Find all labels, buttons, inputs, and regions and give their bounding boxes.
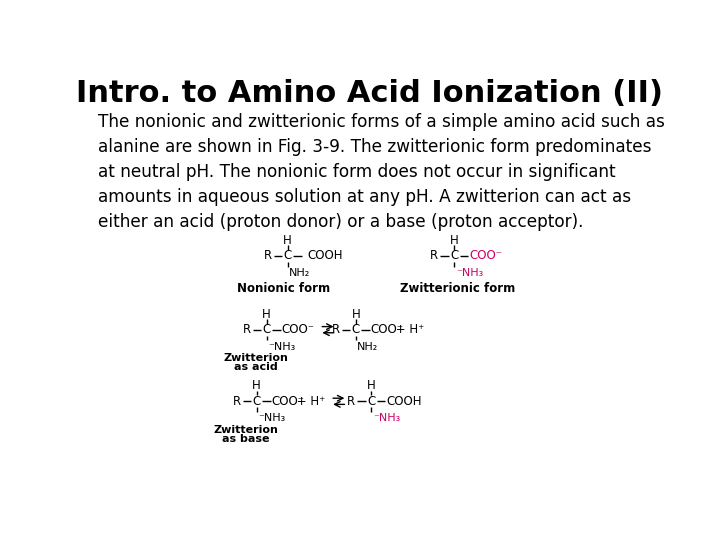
Text: NH₂: NH₂ <box>289 268 310 278</box>
Text: NH₂: NH₂ <box>357 342 379 352</box>
Text: C: C <box>263 323 271 336</box>
Text: as base: as base <box>222 434 269 444</box>
Text: as acid: as acid <box>234 362 278 373</box>
Text: H: H <box>283 234 292 247</box>
Text: C: C <box>367 395 375 408</box>
Text: ⁻NH₃: ⁻NH₃ <box>373 413 400 423</box>
Text: H: H <box>367 380 376 393</box>
Text: R: R <box>332 323 340 336</box>
Text: ⁻NH₃: ⁻NH₃ <box>456 268 483 278</box>
Text: Zwitterionic form: Zwitterionic form <box>400 281 516 295</box>
Text: H: H <box>450 234 459 247</box>
Text: H: H <box>252 380 261 393</box>
Text: C: C <box>351 323 360 336</box>
Text: C: C <box>253 395 261 408</box>
Text: COOH: COOH <box>307 249 343 262</box>
Text: COO⁻: COO⁻ <box>282 323 315 336</box>
Text: R: R <box>243 323 251 336</box>
Text: COOH: COOH <box>386 395 421 408</box>
Text: ⁻NH₃: ⁻NH₃ <box>258 413 285 423</box>
Text: COO⁻: COO⁻ <box>371 323 403 336</box>
Text: H: H <box>262 308 271 321</box>
Text: The nonionic and zwitterionic forms of a simple amino acid such as
alanine are s: The nonionic and zwitterionic forms of a… <box>98 112 665 231</box>
Text: + H⁺: + H⁺ <box>392 323 425 336</box>
Text: Intro. to Amino Acid Ionization (II): Intro. to Amino Acid Ionization (II) <box>76 79 662 107</box>
Text: COO⁻: COO⁻ <box>469 249 502 262</box>
Text: R: R <box>347 395 355 408</box>
Text: R: R <box>430 249 438 262</box>
Text: R: R <box>264 249 271 262</box>
Text: Zwitterion: Zwitterion <box>223 353 288 363</box>
Text: R: R <box>233 395 240 408</box>
Text: ⁻NH₃: ⁻NH₃ <box>269 342 295 352</box>
Text: COO⁻: COO⁻ <box>271 395 305 408</box>
Text: Zwitterion: Zwitterion <box>213 425 278 435</box>
Text: H: H <box>351 308 360 321</box>
Text: C: C <box>450 249 459 262</box>
Text: + H⁺: + H⁺ <box>293 395 325 408</box>
Text: Nonionic form: Nonionic form <box>237 281 330 295</box>
Text: C: C <box>284 249 292 262</box>
